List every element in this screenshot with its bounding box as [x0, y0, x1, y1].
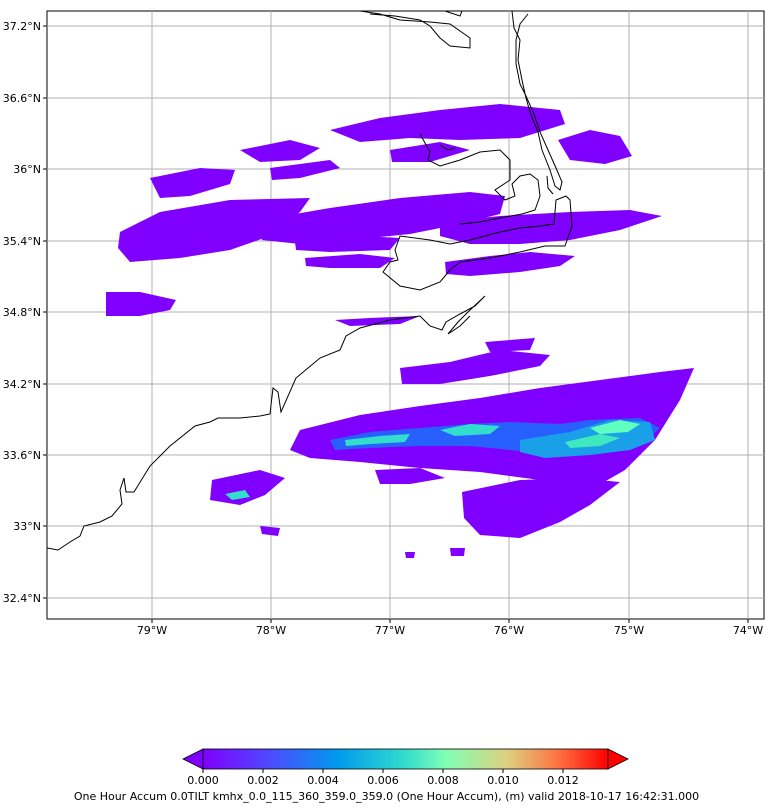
lat-tick-label: 36.6°N	[3, 92, 41, 105]
lat-tick-label: 37.2°N	[3, 20, 41, 33]
precip-accumulation-field	[106, 104, 694, 558]
lat-tick-label: 36°N	[13, 163, 41, 176]
lon-tick-label: 75°W	[614, 624, 644, 637]
colorbar-min-extend	[182, 748, 204, 770]
colorbar-gradient	[202, 748, 609, 770]
latitude-axis: 37.2°N 36.6°N 36°N 35.4°N 34.8°N 34.2°N 33.6°N…	[3, 20, 47, 605]
longitude-axis: 79°W 78°W 77°W 76°W 75°W 74°W	[137, 619, 763, 637]
lat-tick-label: 34.2°N	[3, 378, 41, 391]
lat-tick-label: 34.8°N	[3, 306, 41, 319]
lat-tick-label: 32.4°N	[3, 592, 41, 605]
lon-tick-label: 79°W	[137, 624, 167, 637]
lon-tick-label: 74°W	[733, 624, 763, 637]
colorbar-tick-label: 0.004	[307, 774, 339, 787]
colorbar-max-extend	[607, 748, 629, 770]
lon-tick-label: 77°W	[375, 624, 405, 637]
map-frame	[46, 10, 765, 620]
lat-tick-label: 33.6°N	[3, 449, 41, 462]
lat-tick-label: 35.4°N	[3, 235, 41, 248]
lat-tick-label: 33°N	[13, 520, 41, 533]
colorbar-tick-label: 0.006	[367, 774, 399, 787]
coastline	[47, 11, 573, 551]
colorbar: 0.000 0.002 0.004 0.006 0.008 0.010 0.012	[182, 748, 629, 787]
colorbar-tick-label: 0.000	[187, 774, 219, 787]
lon-tick-label: 78°W	[256, 624, 286, 637]
colorbar-tick-label: 0.010	[487, 774, 519, 787]
colorbar-tick-label: 0.008	[427, 774, 459, 787]
colorbar-tick-label: 0.002	[247, 774, 279, 787]
lon-tick-label: 76°W	[494, 624, 524, 637]
colorbar-caption: One Hour Accum 0.0TILT kmhx_0.0_115_360_…	[73, 790, 700, 803]
colorbar-tick-label: 0.012	[547, 774, 579, 787]
